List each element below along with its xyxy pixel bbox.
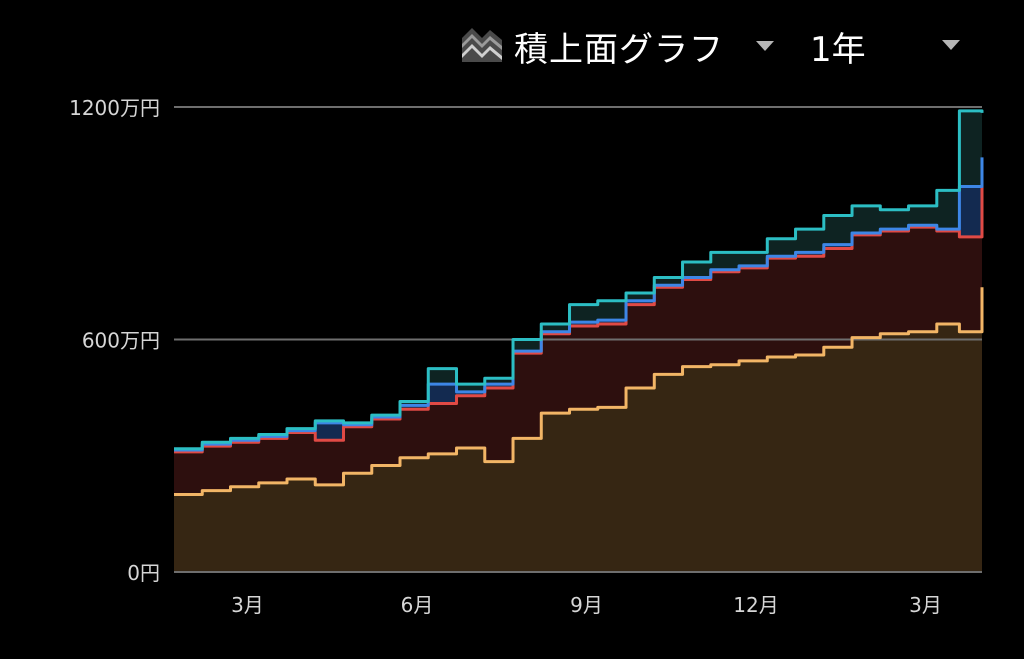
series-lines bbox=[174, 109, 984, 496]
toolbar: 積上面グラフ 1年 bbox=[0, 0, 1024, 90]
series-2-line bbox=[174, 182, 984, 454]
chart-type-selector[interactable]: 積上面グラフ bbox=[460, 22, 774, 70]
y-tick-label: 1200万円 bbox=[69, 96, 160, 120]
period-selector[interactable]: 1年 bbox=[810, 22, 970, 70]
series-1-line bbox=[174, 287, 984, 496]
chevron-down-icon bbox=[942, 40, 960, 50]
area-layer bbox=[174, 110, 982, 572]
y-axis-ticks: 0円 600万円 1200万円 bbox=[69, 96, 160, 585]
chevron-down-icon bbox=[756, 41, 774, 51]
y-tick-label: 600万円 bbox=[82, 329, 160, 353]
x-tick-label: 12月 bbox=[733, 593, 778, 617]
period-label: 1年 bbox=[810, 29, 866, 70]
x-axis-ticks: 3月 6月 9月 12月 3月 bbox=[231, 593, 942, 617]
x-tick-label: 3月 bbox=[231, 593, 264, 617]
x-tick-label: 9月 bbox=[570, 593, 603, 617]
x-tick-label: 6月 bbox=[401, 593, 434, 617]
gridlines bbox=[174, 106, 982, 573]
chart-type-label: 積上面グラフ bbox=[514, 29, 724, 70]
x-tick-label: 3月 bbox=[909, 593, 942, 617]
series-4-line bbox=[174, 109, 984, 451]
stacked-area-icon bbox=[460, 24, 504, 68]
y-tick-label: 0円 bbox=[127, 561, 160, 585]
